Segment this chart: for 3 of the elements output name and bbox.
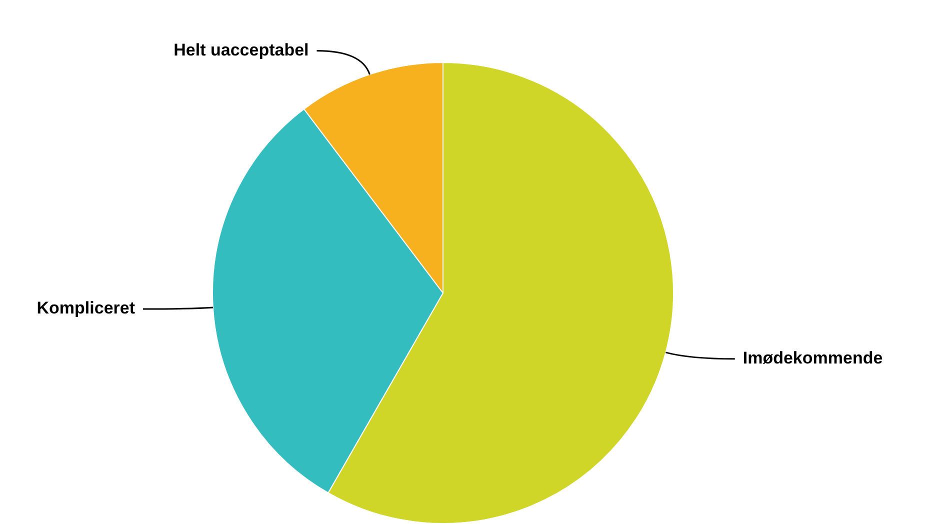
slice-label: Helt uacceptabel (174, 40, 309, 60)
slice-label: Imødekommende (742, 348, 883, 368)
slice-label: Kompliceret (36, 298, 136, 318)
